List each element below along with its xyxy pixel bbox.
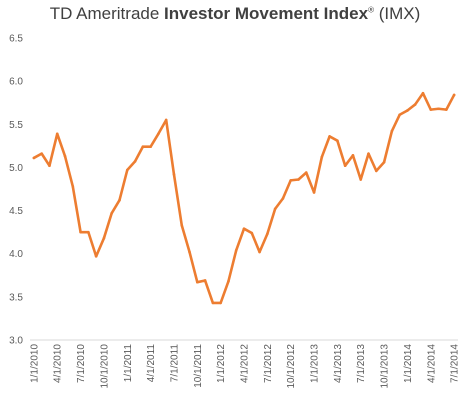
data-point [336,139,339,142]
y-tick-label: 3.5 [9,292,23,303]
x-tick-label: 10/1/2011 [193,344,204,388]
data-point [289,179,292,182]
x-tick-label: 7/1/2013 [356,344,367,383]
data-point [429,108,433,111]
data-point [382,160,386,164]
data-point [133,160,137,163]
x-tick-label: 1/1/2010 [29,344,40,383]
y-tick-label: 3.0 [9,336,23,347]
x-tick-label: 7/1/2011 [169,344,180,383]
x-tick-label: 4/1/2014 [426,344,437,383]
data-point [266,232,269,236]
data-point [437,107,440,111]
data-point [227,280,230,283]
x-tick-label: 7/1/2010 [76,344,87,383]
data-point [351,154,355,157]
data-point [390,129,394,133]
data-point [63,154,67,158]
data-point [406,109,409,112]
x-tick-label: 10/1/2013 [380,344,391,389]
data-point [281,197,285,200]
chart-title: TD Ameritrade Investor Movement Index® (… [0,4,470,24]
data-point [328,135,331,138]
data-point [180,223,184,227]
data-point [258,250,261,254]
x-tick-label: 1/1/2012 [216,344,227,383]
data-point [250,231,254,235]
data-point [273,207,277,211]
data-point [172,173,176,176]
data-point [445,108,448,111]
x-tick-label: 4/1/2010 [53,344,64,383]
data-point [203,279,207,282]
data-point [297,178,300,181]
title-prefix: TD Ameritrade [49,4,165,23]
data-point [40,152,43,155]
data-point [374,169,378,173]
x-tick-label: 7/1/2012 [263,344,274,383]
data-point [242,227,246,230]
data-point [398,113,401,117]
data-point [421,91,425,95]
data-point [157,132,160,136]
data-point [312,191,316,194]
imx-series-line [32,91,456,305]
data-point [125,168,129,172]
y-tick-label: 4.0 [9,249,23,260]
x-tick-label: 4/1/2011 [146,344,157,383]
data-point [359,178,363,181]
data-point [149,145,152,149]
data-point [55,132,59,136]
x-tick-label: 1/1/2011 [123,344,134,383]
data-point [304,171,308,174]
data-point [87,230,90,234]
data-point [211,301,215,305]
registered-mark: ® [368,5,374,15]
data-point [48,164,51,168]
data-point [188,250,191,254]
x-tick-label: 4/1/2013 [333,344,344,383]
data-point [234,248,238,252]
data-point [164,118,168,122]
x-tick-label: 1/1/2014 [403,344,414,383]
data-point [320,155,324,159]
x-tick-label: 1/1/2013 [310,344,321,383]
title-suffix: (IMX) [374,4,421,23]
data-point [367,152,370,155]
data-point [196,280,199,284]
data-point [413,103,417,106]
data-point [118,198,121,202]
data-point [79,230,82,234]
data-point [32,156,36,160]
data-point [219,301,222,305]
data-point [102,236,106,240]
y-tick-label: 5.5 [9,120,23,131]
x-tick-label: 4/1/2012 [240,344,251,383]
y-tick-label: 6.5 [9,34,23,45]
data-point [452,93,456,97]
x-tick-label: 7/1/2014 [450,344,461,383]
y-tick-label: 5.0 [9,163,23,174]
x-tick-label: 10/1/2010 [99,344,110,389]
data-point [94,255,98,258]
data-point [71,185,75,188]
data-point [110,211,114,215]
x-tick-label: 10/1/2012 [286,344,297,389]
data-point [343,164,347,168]
title-bold: Investor Movement Index [164,4,369,23]
data-point [141,145,145,149]
y-tick-label: 6.0 [9,77,23,88]
y-tick-label: 4.5 [9,206,23,217]
